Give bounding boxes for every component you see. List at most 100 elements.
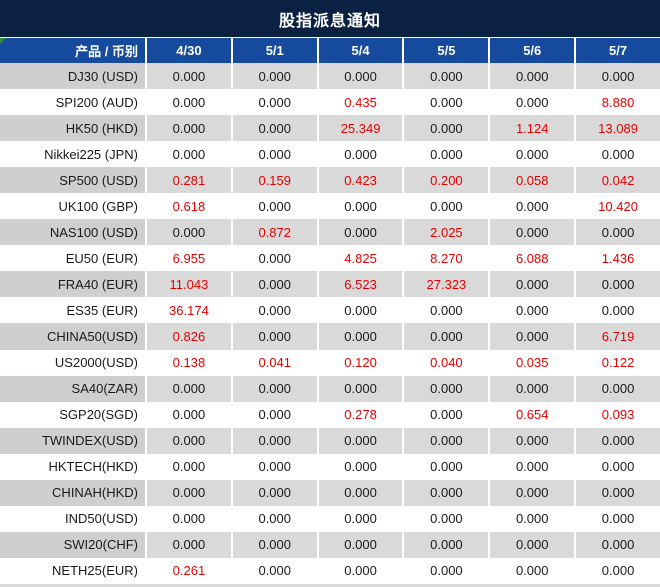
dividend-cell: 0.138 xyxy=(147,349,233,376)
dividend-cell: 0.040 xyxy=(404,349,491,376)
dividend-cell: 0.000 xyxy=(319,453,405,480)
dividend-cell: 0.000 xyxy=(147,531,233,558)
dividend-cell: 0.000 xyxy=(490,453,577,480)
dividend-cell: 0.000 xyxy=(404,297,491,324)
table-row: FRA40 (EUR) 11.043 0.000 6.523 27.323 0.000 0.… xyxy=(0,271,660,298)
dividend-cell: 0.000 xyxy=(490,89,577,116)
dividend-cell: 0.000 xyxy=(601,433,635,449)
dividend-cell: 0.000 xyxy=(404,193,491,220)
dividend-cell: 0.159 xyxy=(233,167,319,194)
dividend-cell: 0.000 xyxy=(319,63,405,90)
dividend-cell: 0.000 xyxy=(319,193,405,220)
dividend-cell: 0.654 xyxy=(490,401,577,428)
dividend-cell: 0.122 xyxy=(601,355,635,371)
dividend-cell: 0.000 xyxy=(490,323,577,350)
dividend-cell: 0.035 xyxy=(490,349,577,376)
table-header-row: 产品 / 币别 4/30 5/1 5/4 5/5 5/6 5/7 xyxy=(0,37,660,63)
dividend-cell: 0.000 xyxy=(404,323,491,350)
header-cell-date: 5/7 xyxy=(609,43,628,58)
header-cell-product: 产品 / 币别 xyxy=(0,38,147,63)
dividend-cell: 13.089 xyxy=(598,120,638,136)
dividend-cell: 0.435 xyxy=(319,89,405,116)
dividend-cell: 0.281 xyxy=(147,167,233,194)
dividend-cell: 0.041 xyxy=(233,349,319,376)
dividend-cell: 0.000 xyxy=(233,193,319,220)
dividend-cell: 6.088 xyxy=(490,245,577,272)
table-row: Nikkei225 (JPN) 0.000 0.000 0.000 0.000 0.000… xyxy=(0,141,660,168)
dividend-cell: 0.000 xyxy=(490,63,577,90)
dividend-cell: 0.000 xyxy=(404,141,491,168)
dividend-cell: 0.000 xyxy=(404,557,491,584)
dividend-cell: 0.000 xyxy=(601,485,635,501)
dividend-cell: 0.000 xyxy=(147,141,233,168)
dividend-cell: 0.618 xyxy=(147,193,233,220)
dividend-cell: 0.000 xyxy=(233,427,319,454)
product-cell: SGP20(SGD) xyxy=(0,401,147,428)
dividend-cell: 0.000 xyxy=(490,505,577,532)
dividend-cell: 0.000 xyxy=(319,323,405,350)
table-row: SPI200 (AUD) 0.000 0.000 0.435 0.000 0.000 8.8… xyxy=(0,89,660,116)
dividend-cell: 0.826 xyxy=(147,323,233,350)
dividend-cell: 0.000 xyxy=(319,505,405,532)
dividend-cell: 0.000 xyxy=(601,459,635,475)
dividend-cell: 0.000 xyxy=(147,479,233,506)
dividend-cell: 0.120 xyxy=(319,349,405,376)
dividend-cell: 1.436 xyxy=(601,250,635,266)
dividend-cell: 0.000 xyxy=(147,375,233,402)
dividend-cell: 0.000 xyxy=(233,531,319,558)
dividend-cell: 0.000 xyxy=(490,531,577,558)
dividend-cell: 0.000 xyxy=(404,63,491,90)
dividend-cell: 0.000 xyxy=(233,63,319,90)
page-title: 股指派息通知 xyxy=(0,0,660,37)
dividend-cell: 0.000 xyxy=(319,531,405,558)
dividend-cell: 10.420 xyxy=(598,198,638,214)
product-cell: IND50(USD) xyxy=(0,505,147,532)
dividend-cell: 0.000 xyxy=(601,146,635,162)
dividend-cell: 0.000 xyxy=(601,276,635,292)
dividend-cell: 0.000 xyxy=(233,89,319,116)
dividend-cell: 0.000 xyxy=(233,115,319,142)
dividend-cell: 0.200 xyxy=(404,167,491,194)
product-cell: TWINDEX(USD) xyxy=(0,427,147,454)
product-cell: SWI20(CHF) xyxy=(0,531,147,558)
dividend-cell: 0.000 xyxy=(319,219,405,246)
dividend-cell: 0.000 xyxy=(319,557,405,584)
dividend-cell: 0.000 xyxy=(404,453,491,480)
dividend-cell: 0.000 xyxy=(233,557,319,584)
dividend-cell: 0.000 xyxy=(404,401,491,428)
header-cell-date: 5/5 xyxy=(404,38,491,63)
dividend-cell: 36.174 xyxy=(147,297,233,324)
dividend-cell: 0.000 xyxy=(147,89,233,116)
dividend-cell: 1.124 xyxy=(490,115,577,142)
dividend-cell: 25.349 xyxy=(319,115,405,142)
dividend-cell: 0.000 xyxy=(601,511,635,527)
table-row: TWINDEX(USD) 0.000 0.000 0.000 0.000 0.000 0.0… xyxy=(0,427,660,454)
dividend-cell: 0.000 xyxy=(233,401,319,428)
product-cell: CHINAH(HKD) xyxy=(0,479,147,506)
dividend-cell: 0.000 xyxy=(404,375,491,402)
dividend-cell: 0.000 xyxy=(147,219,233,246)
product-cell: NETH25(EUR) xyxy=(0,557,147,584)
dividend-cell: 0.000 xyxy=(233,375,319,402)
dividend-cell: 6.523 xyxy=(319,271,405,298)
dividend-cell: 0.000 xyxy=(601,381,635,397)
dividend-cell: 8.270 xyxy=(404,245,491,272)
dividend-cell: 0.000 xyxy=(490,427,577,454)
table-row: IND50(USD) 0.000 0.000 0.000 0.000 0.000 0.000 xyxy=(0,505,660,532)
table-row: SGP20(SGD) 0.000 0.000 0.278 0.000 0.654 0.093 xyxy=(0,401,660,428)
dividend-cell: 0.000 xyxy=(404,479,491,506)
dividend-cell: 0.278 xyxy=(319,401,405,428)
dividend-cell: 0.000 xyxy=(233,323,319,350)
table-row: DJ30 (USD) 0.000 0.000 0.000 0.000 0.000 0.000 xyxy=(0,63,660,90)
table-row: NETH25(EUR) 0.261 0.000 0.000 0.000 0.000 0.00… xyxy=(0,557,660,584)
dividend-cell: 4.825 xyxy=(319,245,405,272)
product-cell: SPI200 (AUD) xyxy=(0,89,147,116)
dividend-cell: 0.000 xyxy=(319,479,405,506)
dividend-cell: 0.000 xyxy=(490,271,577,298)
dividend-cell: 0.000 xyxy=(233,141,319,168)
dividend-cell: 0.000 xyxy=(147,427,233,454)
product-cell: UK100 (GBP) xyxy=(0,193,147,220)
table-row: NAS100 (USD) 0.000 0.872 0.000 2.025 0.000 0.0… xyxy=(0,219,660,246)
product-cell: ES35 (EUR) xyxy=(0,297,147,324)
table-row: HK50 (HKD) 0.000 0.000 25.349 0.000 1.124 13.0… xyxy=(0,115,660,142)
